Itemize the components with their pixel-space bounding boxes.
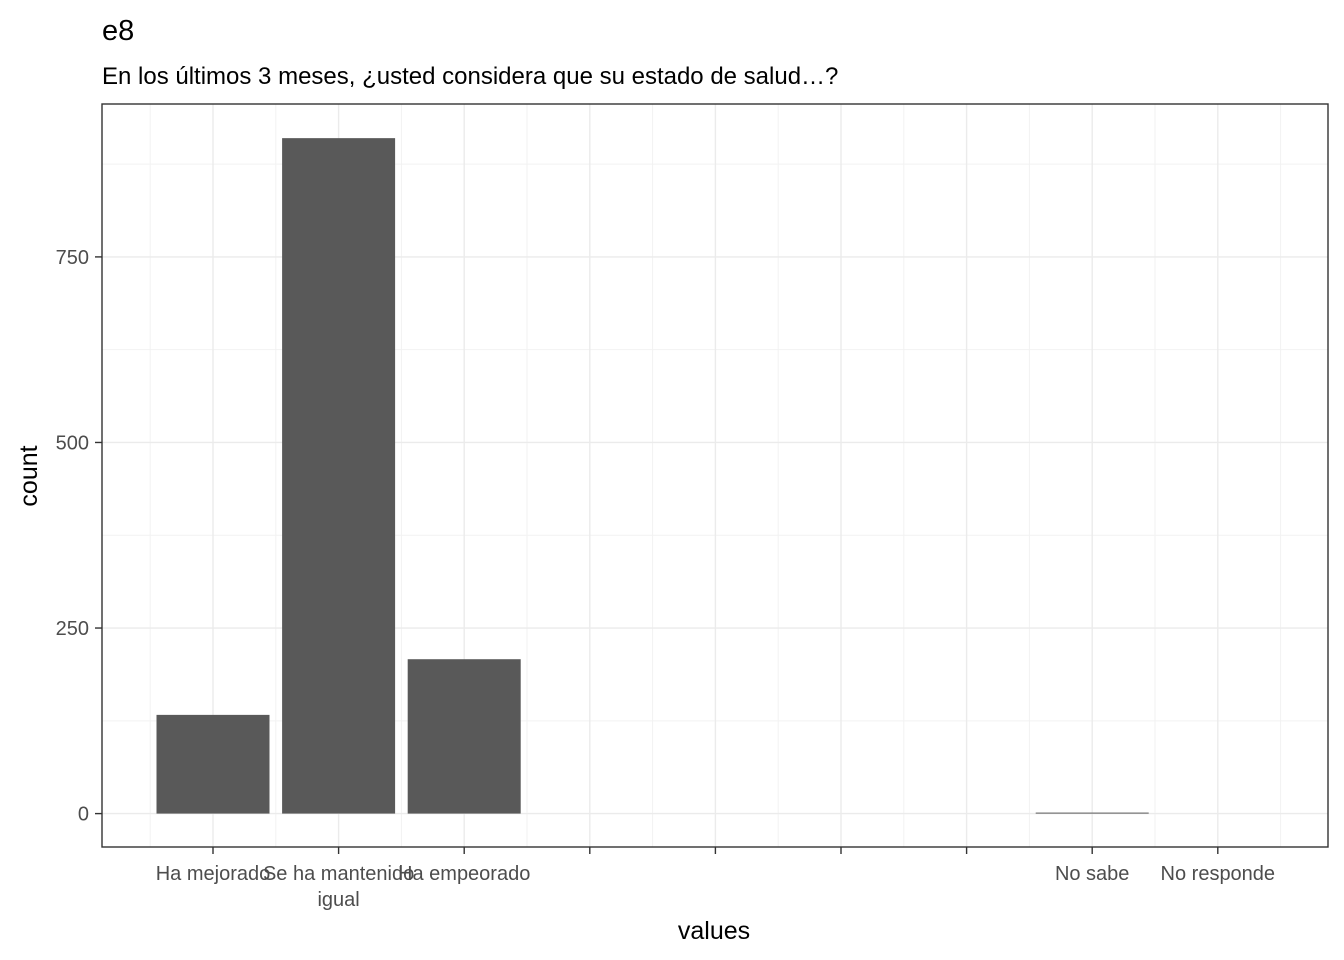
chart-title: e8	[102, 15, 134, 47]
x-tick-label: No sabe	[1055, 863, 1130, 885]
x-axis-title: values	[678, 917, 750, 945]
chart-subtitle: En los últimos 3 meses, ¿usted considera…	[102, 63, 838, 90]
y-tick-label: 500	[56, 432, 89, 454]
x-tick-label: Ha empeorado	[398, 863, 530, 885]
bar	[282, 138, 396, 814]
y-tick-label: 750	[56, 247, 89, 269]
bar	[156, 714, 270, 814]
x-tick-label: No responde	[1161, 863, 1276, 885]
y-tick-label: 0	[78, 804, 89, 826]
x-tick-label: Ha mejorado	[156, 863, 271, 885]
y-tick-label: 250	[56, 618, 89, 640]
y-axis: 0 250 500 750	[56, 247, 102, 826]
bars	[156, 138, 1149, 814]
bar	[1035, 812, 1149, 814]
y-axis-title: count	[15, 445, 43, 506]
x-tick-label: Se ha mantenido igual	[263, 863, 414, 911]
bar	[407, 659, 521, 814]
